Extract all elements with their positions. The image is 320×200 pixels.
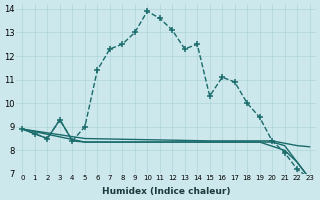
X-axis label: Humidex (Indice chaleur): Humidex (Indice chaleur) bbox=[102, 187, 230, 196]
